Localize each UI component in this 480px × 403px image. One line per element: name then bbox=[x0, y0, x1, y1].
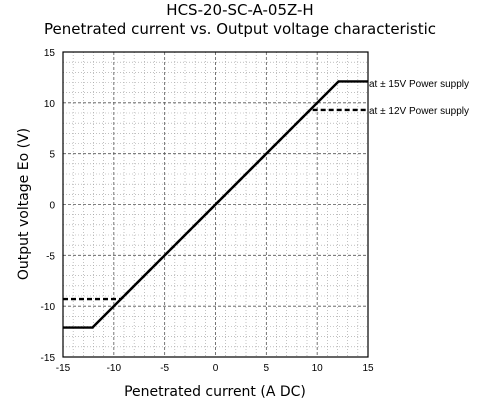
x-tick-label: 15 bbox=[362, 363, 374, 374]
y-tick-label: 15 bbox=[44, 48, 56, 59]
x-tick-label: -15 bbox=[56, 363, 71, 374]
chart-title: HCS-20-SC-A-05Z-H bbox=[166, 1, 314, 19]
chart-subtitle: Penetrated current vs. Output voltage ch… bbox=[43, 20, 436, 38]
series-layer bbox=[63, 80, 368, 329]
y-tick-label: -10 bbox=[41, 302, 56, 313]
y-tick-label: -15 bbox=[41, 353, 56, 364]
x-tick-label: 5 bbox=[264, 363, 270, 374]
x-tick-label: -5 bbox=[160, 363, 169, 374]
y-axis-label: Output voltage Eo (V) bbox=[16, 128, 32, 280]
y-tick-labels: 15 10 5 0 -5 -10 -15 bbox=[41, 48, 56, 364]
x-tick-labels: -15 -10 -5 0 5 10 15 bbox=[56, 363, 374, 374]
y-tick-label: 0 bbox=[49, 201, 55, 212]
x-tick-label: -10 bbox=[107, 363, 122, 374]
y-tick-label: -5 bbox=[46, 251, 55, 262]
series-15v-line bbox=[63, 80, 368, 329]
x-tick-label: 0 bbox=[213, 363, 219, 374]
series-12v-line bbox=[63, 108, 368, 301]
annotation-15v: at ± 15V Power supply bbox=[369, 79, 469, 90]
annotation-12v: at ± 12V Power supply bbox=[369, 106, 469, 117]
y-tick-label: 10 bbox=[44, 99, 56, 110]
y-tick-label: 5 bbox=[49, 150, 55, 161]
x-axis-label: Penetrated current (A DC) bbox=[124, 384, 306, 400]
x-tick-label: 10 bbox=[312, 363, 324, 374]
plot-frame bbox=[62, 51, 369, 358]
